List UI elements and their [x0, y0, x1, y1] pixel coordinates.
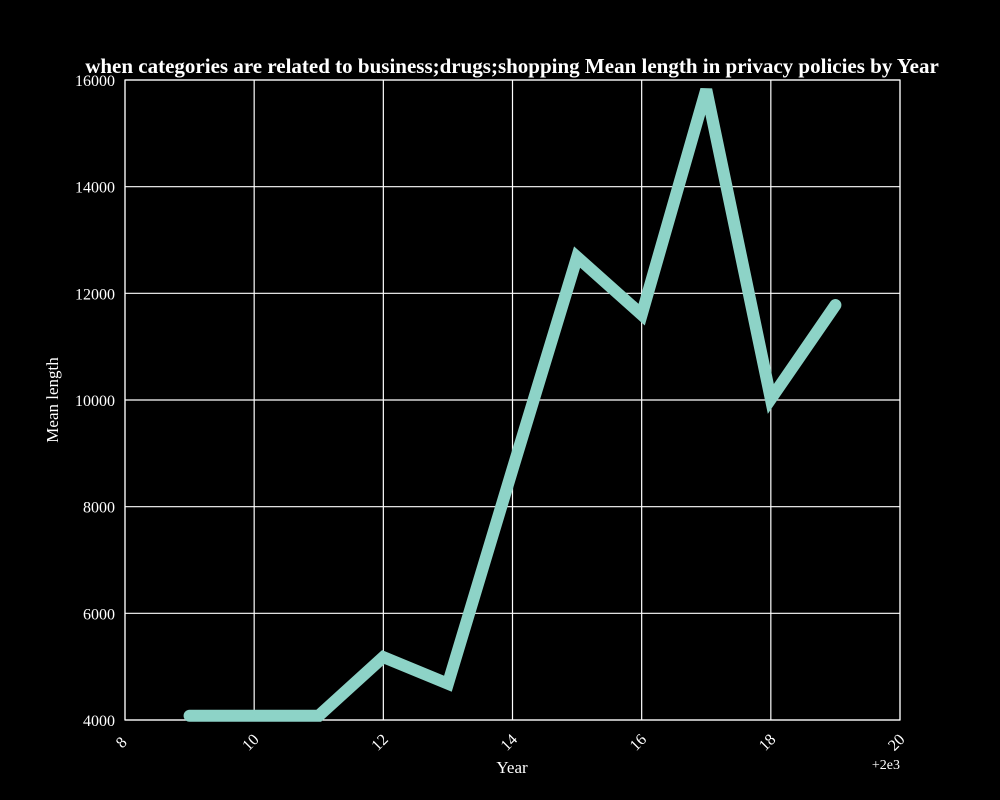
y-tick-label: 8000: [83, 500, 115, 517]
y-tick-label: 14000: [75, 180, 115, 197]
y-tick-label: 12000: [75, 286, 115, 303]
data-point: [317, 714, 320, 717]
data-point: [253, 714, 256, 717]
data-point: [446, 682, 449, 685]
y-tick-label: 16000: [75, 73, 115, 90]
data-point: [188, 714, 191, 717]
data-point: [511, 468, 514, 471]
y-tick-label: 6000: [83, 606, 115, 623]
y-tick-label: 10000: [75, 393, 115, 410]
series-layer: [183, 87, 842, 722]
data-point: [705, 88, 708, 91]
chart-title: when categories are related to business;…: [85, 54, 939, 78]
data-point: [834, 304, 837, 307]
data-point: [576, 256, 579, 259]
data-point: [382, 656, 385, 659]
y-axis-label: Mean length: [43, 357, 62, 443]
y-tick-label: 4000: [83, 713, 115, 730]
data-point: [769, 397, 772, 400]
data-point: [640, 313, 643, 316]
plot-frame: [124, 79, 901, 721]
x-axis-label: Year: [496, 758, 528, 777]
x-axis-offset-label: +2e3: [872, 758, 900, 773]
